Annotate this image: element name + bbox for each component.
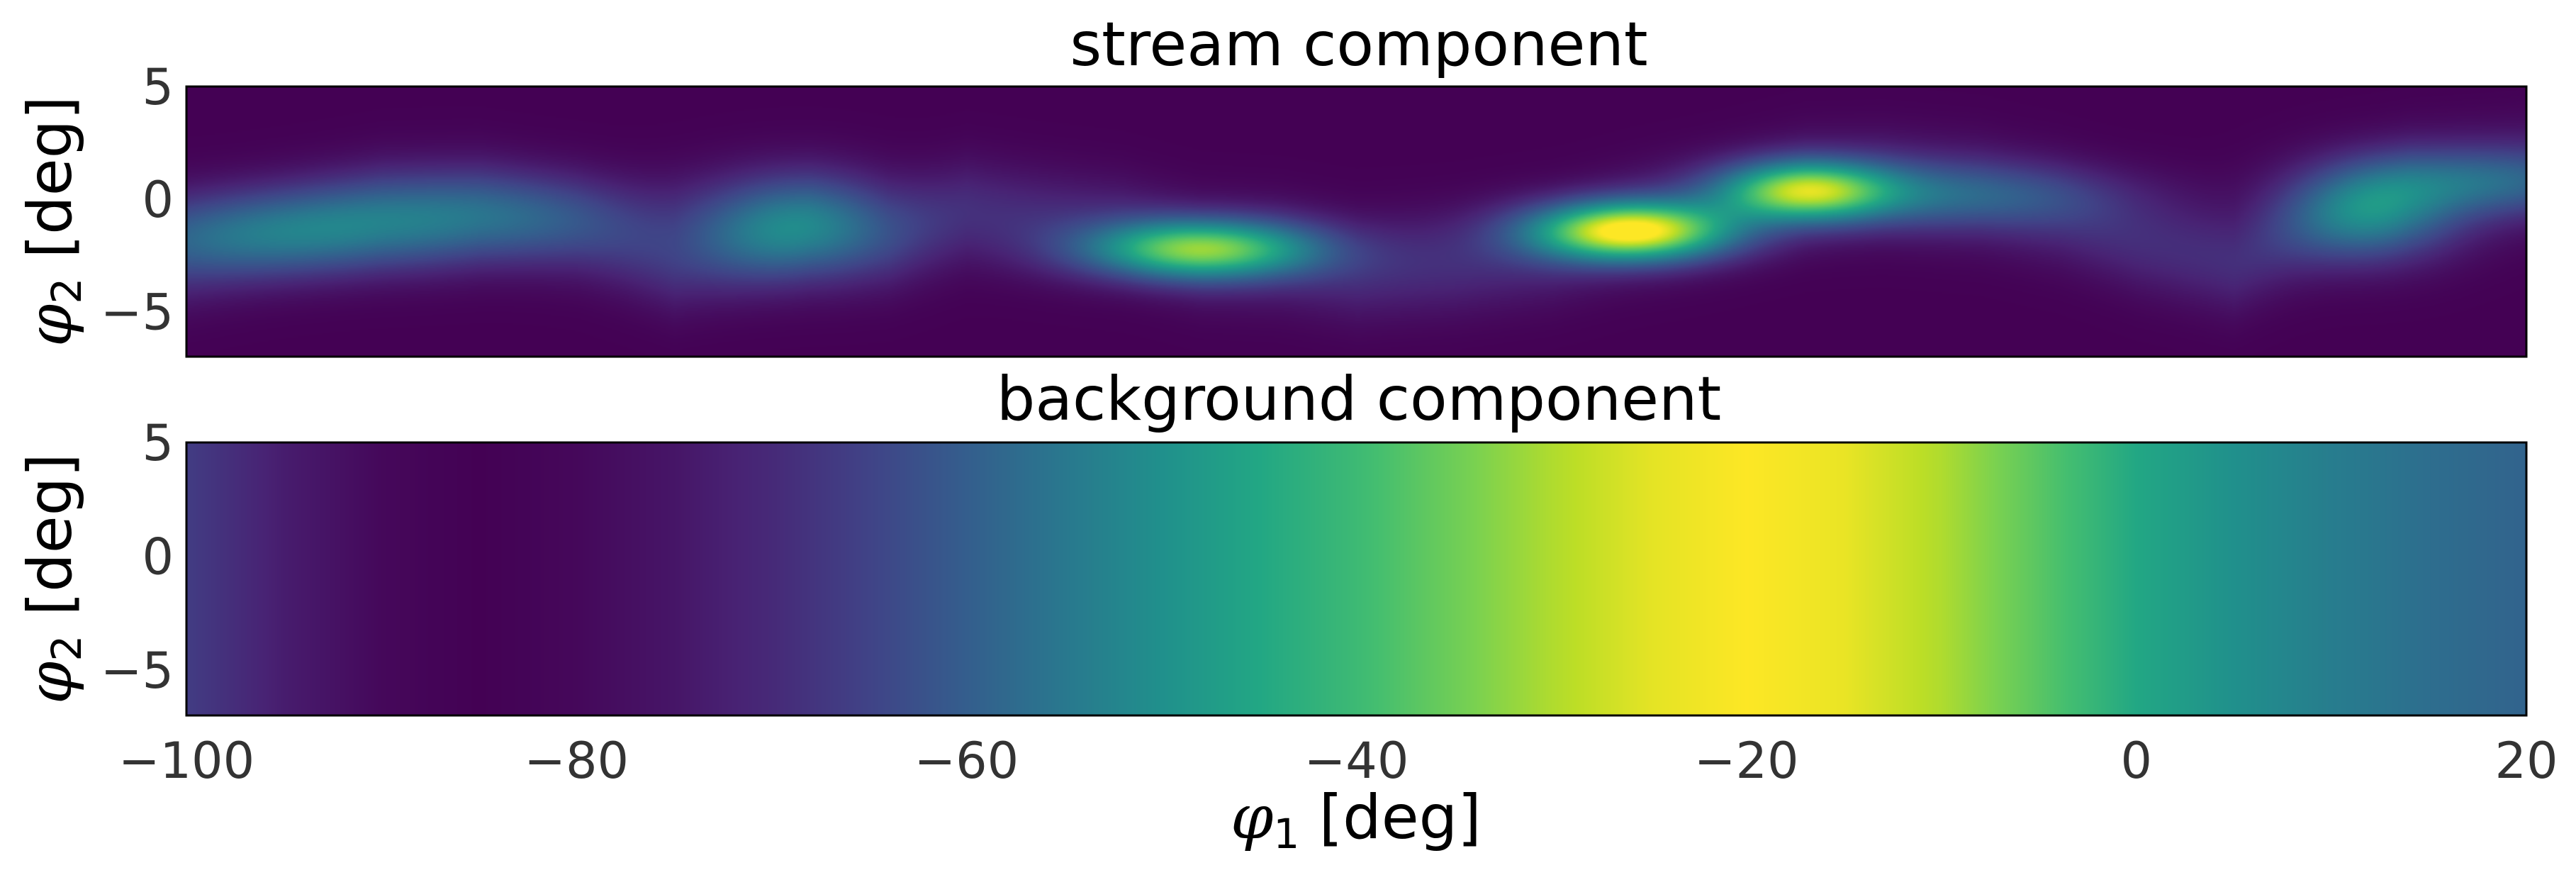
background-x-ticks: −100 −80 −60 −40 −20 0 20 — [118, 732, 2558, 790]
stream-heatmap — [186, 87, 2526, 357]
stream-y-axis-unit: [deg] — [15, 96, 86, 278]
x-tick-label: −40 — [1304, 732, 1409, 790]
stream-y-axis-symbol: φ — [15, 304, 86, 347]
x-tick-label: 0 — [2121, 732, 2153, 790]
stream-y-axis-label: φ2 [deg] — [15, 96, 91, 347]
background-panel-frame — [185, 441, 2528, 717]
x-tick-label: 20 — [2494, 732, 2558, 790]
stream-y-axis-subscript: 2 — [43, 278, 91, 304]
background-panel: background component 50−5 −100 −80 −60 −40−… — [15, 364, 2558, 858]
x-tick-label: −60 — [914, 732, 1019, 790]
x-tick-label: −20 — [1694, 732, 1799, 790]
x-axis-symbol: φ — [1231, 782, 1273, 853]
background-y-tick-label: −5 — [101, 642, 174, 700]
x-tick-label: −80 — [524, 732, 629, 790]
stream-panel-title: stream component — [1070, 9, 1647, 80]
stream-panel: stream component 5 0 −5 φ2 [deg] — [15, 9, 2528, 358]
stream-y-tick-label: 0 — [142, 171, 174, 229]
x-axis-label: φ1 [deg] — [1231, 782, 1482, 858]
stream-panel-frame — [185, 85, 2528, 358]
stream-heatmap-container — [186, 87, 2526, 357]
background-panel-title: background component — [997, 364, 1722, 435]
stream-y-tick-label: −5 — [101, 284, 174, 342]
stream-y-ticks: 5 0 −5 — [101, 58, 174, 342]
x-axis-subscript: 1 — [1273, 810, 1299, 858]
background-y-axis-label: φ2 [deg] — [15, 453, 91, 704]
x-tick-label: −100 — [118, 732, 254, 790]
stream-y-tick-label: 5 — [142, 58, 174, 116]
background-y-tick-label: 0 — [142, 528, 174, 586]
background-y-tick-label: 5 — [142, 414, 174, 472]
background-heatmap-container — [186, 442, 2526, 715]
background-y-axis-unit: [deg] — [15, 453, 86, 635]
background-y-axis-symbol: φ — [15, 662, 86, 704]
x-axis-unit: [deg] — [1299, 782, 1482, 853]
background-y-ticks: 5 0 −5 — [101, 414, 174, 700]
background-y-axis-subscript: 2 — [43, 635, 91, 662]
background-heatmap — [186, 442, 2526, 715]
